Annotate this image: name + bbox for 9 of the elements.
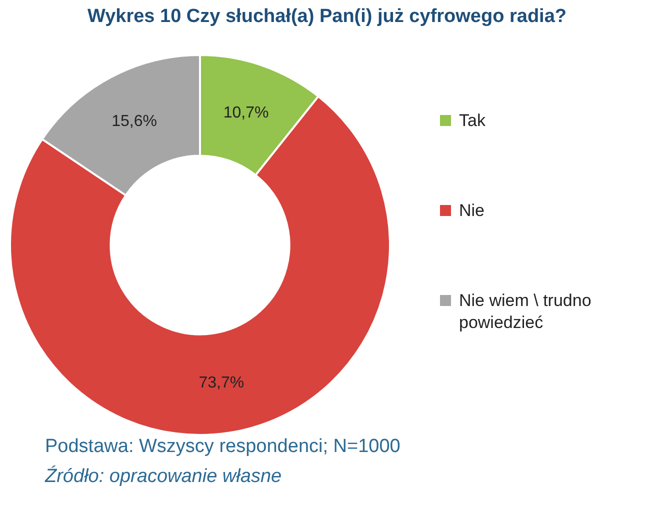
legend-label: Tak [459, 110, 486, 132]
data-label: 15,6% [112, 113, 157, 130]
legend-label: Nie wiem \ trudno powiedzieć [459, 290, 592, 334]
data-label: 73,7% [198, 374, 244, 392]
text: Podstawa: Wszyscy respondenci; N=1000 [45, 435, 400, 459]
chart-title: Wykres 10 Czy słuchał(a) Pan(i) już cyfrowego radia? [86, 6, 568, 28]
text: Źródło: opracowanie własne [45, 464, 283, 489]
data-label: 10,7% [223, 104, 269, 122]
legend-label: Nie [459, 200, 486, 222]
